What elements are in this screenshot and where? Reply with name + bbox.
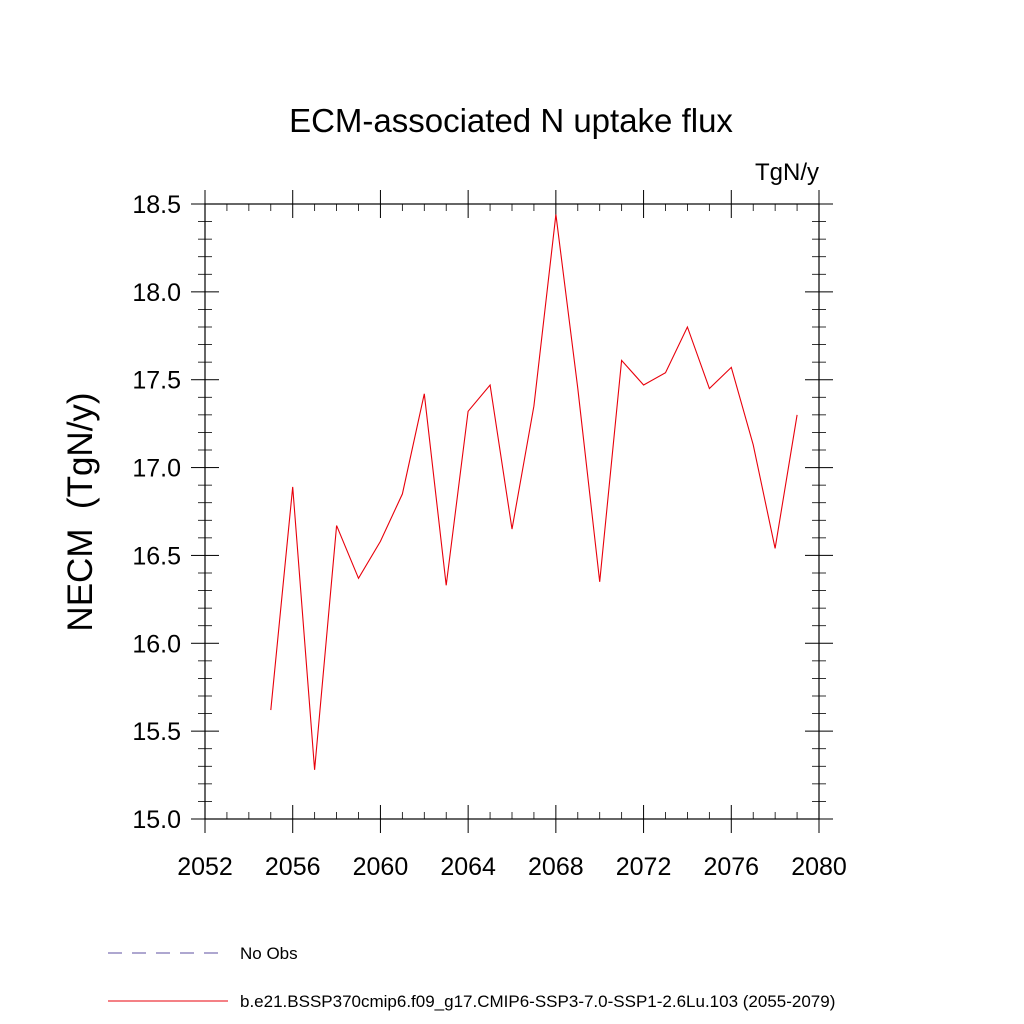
y-tick-label: 17.5	[132, 367, 181, 395]
x-tick-label: 2056	[265, 853, 321, 881]
tick-labels: 15.0 15.5 16.0 16.5 17.0 17.5 18.0 18.5 2052 2056…	[132, 191, 846, 881]
units-label: TgN/y	[755, 159, 819, 186]
y-tick-label: 18.0	[132, 279, 181, 307]
legend-label-model: b.e21.BSSP370cmip6.f09_g17.CMIP6-SSP3-7.…	[240, 992, 835, 1011]
x-tick-label: 2068	[528, 853, 584, 881]
y-tick-label: 16.0	[132, 630, 181, 658]
y-axis-label: NECM (TgN/y)	[61, 392, 100, 631]
axis-ticks	[191, 190, 833, 833]
x-tick-label: 2080	[791, 853, 847, 881]
y-tick-label: 18.5	[132, 191, 181, 219]
legend: No Obs b.e21.BSSP370cmip6.f09_g17.CMIP6-…	[108, 944, 835, 1011]
y-tick-label: 15.5	[132, 718, 181, 746]
y-tick-label: 15.0	[132, 806, 181, 834]
x-tick-label: 2060	[353, 853, 409, 881]
legend-label-no-obs: No Obs	[240, 944, 298, 963]
series-line	[270, 214, 798, 770]
x-tick-label: 2052	[177, 853, 233, 881]
y-tick-label: 16.5	[132, 542, 181, 570]
y-tick-label: 17.0	[132, 455, 181, 483]
chart-title: ECM-associated N uptake flux	[289, 102, 733, 139]
x-tick-label: 2076	[703, 853, 759, 881]
plot-frame	[204, 203, 820, 820]
x-tick-label: 2064	[440, 853, 496, 881]
series-layer	[270, 214, 798, 770]
x-tick-label: 2072	[616, 853, 672, 881]
